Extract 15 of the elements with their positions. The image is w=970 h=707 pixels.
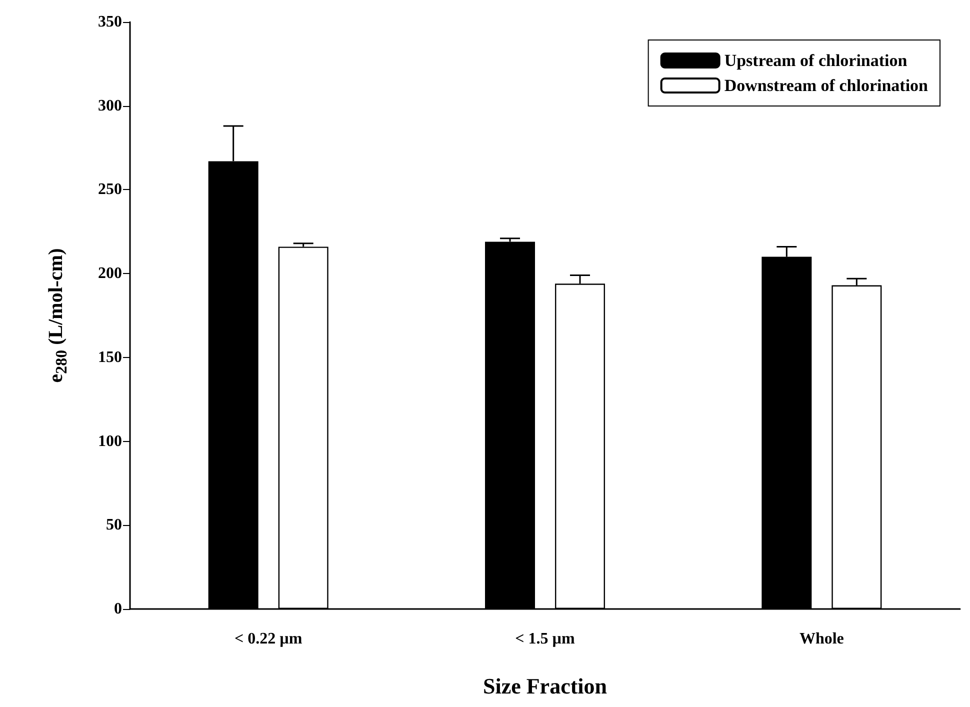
y-tick-label: 0 <box>114 600 122 618</box>
y-tick-label: 250 <box>98 181 122 198</box>
y-tick-label: 300 <box>98 97 122 114</box>
x-axis-title: Size Fraction <box>482 674 608 698</box>
y-tick-label: 150 <box>98 348 122 366</box>
y-axis-title: e280 (L/mol-cm) <box>45 248 70 383</box>
x-tick-label: < 1.5 µm <box>515 630 576 648</box>
x-tick-label: Whole <box>799 630 844 648</box>
y-tick-label: 100 <box>98 432 122 450</box>
legend-label: Downstream of chlorination <box>724 76 929 95</box>
y-tick-label: 350 <box>98 14 122 30</box>
y-tick-label: 200 <box>98 265 122 282</box>
y-tick-label: 50 <box>106 516 122 534</box>
x-tick-label: < 0.22 µm <box>234 630 303 648</box>
legend-label: Upstream of chlorination <box>724 51 908 70</box>
